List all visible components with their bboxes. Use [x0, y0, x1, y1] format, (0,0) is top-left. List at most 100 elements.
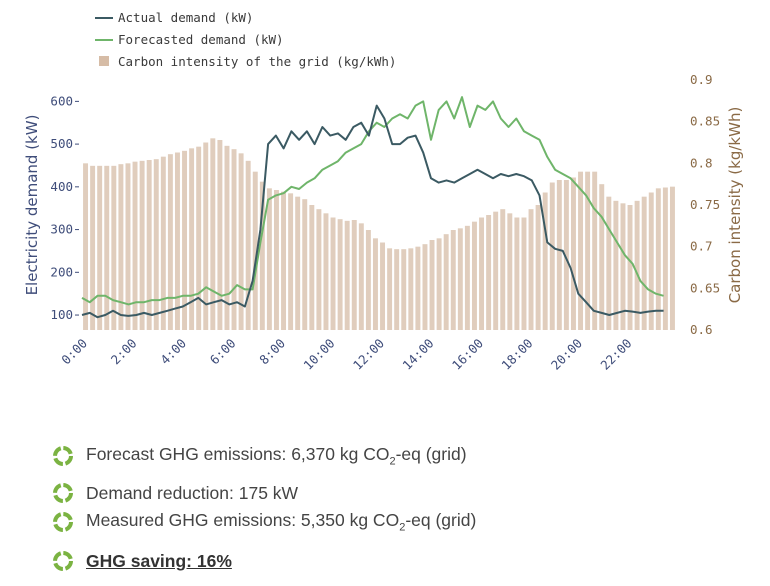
carbon-bar: [139, 160, 145, 330]
legend-label-actual: Actual demand (kW): [118, 10, 253, 25]
carbon-bar: [337, 219, 343, 330]
carbon-bar: [83, 163, 89, 330]
carbon-bar: [118, 164, 124, 330]
x-tick-label: 12:00: [350, 336, 387, 373]
carbon-bar: [542, 192, 548, 330]
carbon-bar: [351, 220, 357, 330]
carbon-bar: [556, 180, 562, 330]
carbon-bar: [111, 165, 117, 330]
x-tick-label: 20:00: [548, 336, 585, 373]
bullet-demand-reduction: Demand reduction: 175 kW: [52, 482, 298, 504]
bullet-text: Demand reduction: 175 kW: [86, 482, 299, 503]
right-tick-label: 0.8: [690, 155, 713, 170]
carbon-bar: [125, 163, 131, 330]
x-axis-ticks: 0:00 2:00 4:00 6:00 8:00 10:00 12:00 14:00 16:00…: [58, 336, 634, 373]
x-tick-label: 6:00: [207, 336, 239, 368]
left-tick-label: 200: [50, 264, 73, 279]
carbon-bar: [295, 196, 301, 330]
carbon-bar: [464, 225, 470, 330]
carbon-bar: [500, 209, 506, 330]
carbon-bar: [231, 149, 237, 330]
carbon-bar: [634, 200, 640, 330]
carbon-bar: [570, 177, 576, 330]
carbon-bar: [196, 146, 202, 330]
bullet-text: GHG saving: 16%: [86, 550, 232, 571]
carbon-bar: [104, 165, 110, 330]
carbon-bar: [648, 192, 654, 330]
carbon-bar: [273, 190, 279, 330]
carbon-bar: [316, 209, 322, 330]
carbon-bar: [493, 211, 499, 330]
carbon-intensity-bars: [83, 138, 675, 330]
bullet-text: Measured GHG emissions: 5,350 kg CO2-eq …: [86, 510, 477, 534]
legend-label-carbon: Carbon intensity of the grid (kg/kWh): [118, 54, 396, 69]
carbon-bar: [613, 200, 619, 330]
x-tick-label: 14:00: [399, 336, 436, 373]
carbon-bar: [189, 148, 195, 330]
carbon-bar: [535, 205, 541, 330]
bullet-measured-ghg: Measured GHG emissions: 5,350 kg CO2-eq …: [52, 510, 476, 534]
x-tick-label: 22:00: [597, 336, 634, 373]
carbon-bar: [606, 196, 612, 330]
left-axis-ticks: 600 500 400 300 200 100: [50, 93, 79, 322]
left-tick-label: 300: [50, 222, 73, 237]
carbon-bar: [620, 203, 626, 330]
carbon-bar: [585, 171, 591, 330]
carbon-bar: [443, 234, 449, 330]
carbon-bar: [655, 188, 661, 330]
carbon-bar: [599, 184, 605, 330]
left-axis-title: Electricity demand (kW): [23, 115, 41, 296]
carbon-bar: [429, 240, 435, 330]
forecast-demand-line: [81, 96, 664, 306]
carbon-bar: [224, 145, 230, 330]
carbon-bar: [365, 230, 371, 330]
carbon-bar: [641, 196, 647, 330]
carbon-bar: [592, 171, 598, 330]
carbon-bar: [217, 140, 223, 330]
x-tick-label: 0:00: [58, 336, 90, 368]
right-axis-title: Carbon intensity (kg/kWh): [726, 107, 744, 304]
carbon-bar: [415, 246, 421, 330]
carbon-bar: [380, 242, 386, 330]
carbon-bar: [401, 249, 407, 330]
legend-label-forecast: Forecasted demand (kW): [118, 32, 284, 47]
carbon-bar: [549, 182, 555, 330]
carbon-bar: [408, 248, 414, 330]
carbon-bar: [252, 171, 258, 330]
carbon-bar: [203, 142, 209, 330]
carbon-bar: [174, 152, 180, 330]
legend-swatch-carbon: [99, 56, 109, 66]
carbon-bar: [521, 217, 527, 330]
carbon-bar: [132, 161, 138, 330]
carbon-bar: [372, 238, 378, 330]
carbon-bar: [471, 221, 477, 330]
carbon-bar: [323, 213, 329, 330]
carbon-bar: [259, 181, 265, 330]
carbon-bar: [210, 138, 216, 330]
carbon-bar: [146, 160, 152, 330]
carbon-bar: [302, 199, 308, 330]
legend: Actual demand (kW) Forecasted demand (kW…: [95, 10, 396, 69]
x-tick-label: 18:00: [498, 336, 535, 373]
carbon-bar: [281, 191, 287, 330]
carbon-bar: [479, 217, 485, 330]
carbon-bar: [578, 171, 584, 330]
carbon-bar: [97, 165, 103, 330]
carbon-bar: [153, 159, 159, 330]
carbon-bar: [344, 220, 350, 330]
carbon-bar: [330, 217, 336, 330]
carbon-bar: [90, 165, 96, 330]
x-tick-label: 2:00: [108, 336, 140, 368]
x-tick-label: 16:00: [449, 336, 486, 373]
carbon-bar: [387, 248, 393, 330]
left-tick-label: 400: [50, 179, 73, 194]
left-tick-label: 100: [50, 307, 73, 322]
carbon-bar: [436, 238, 442, 330]
right-tick-label: 0.9: [690, 72, 713, 87]
carbon-bar: [394, 249, 400, 330]
carbon-bar: [450, 230, 456, 330]
carbon-bar: [309, 205, 315, 330]
actual-demand-line: [81, 104, 664, 319]
carbon-bar: [669, 186, 675, 330]
carbon-bar: [182, 150, 188, 330]
